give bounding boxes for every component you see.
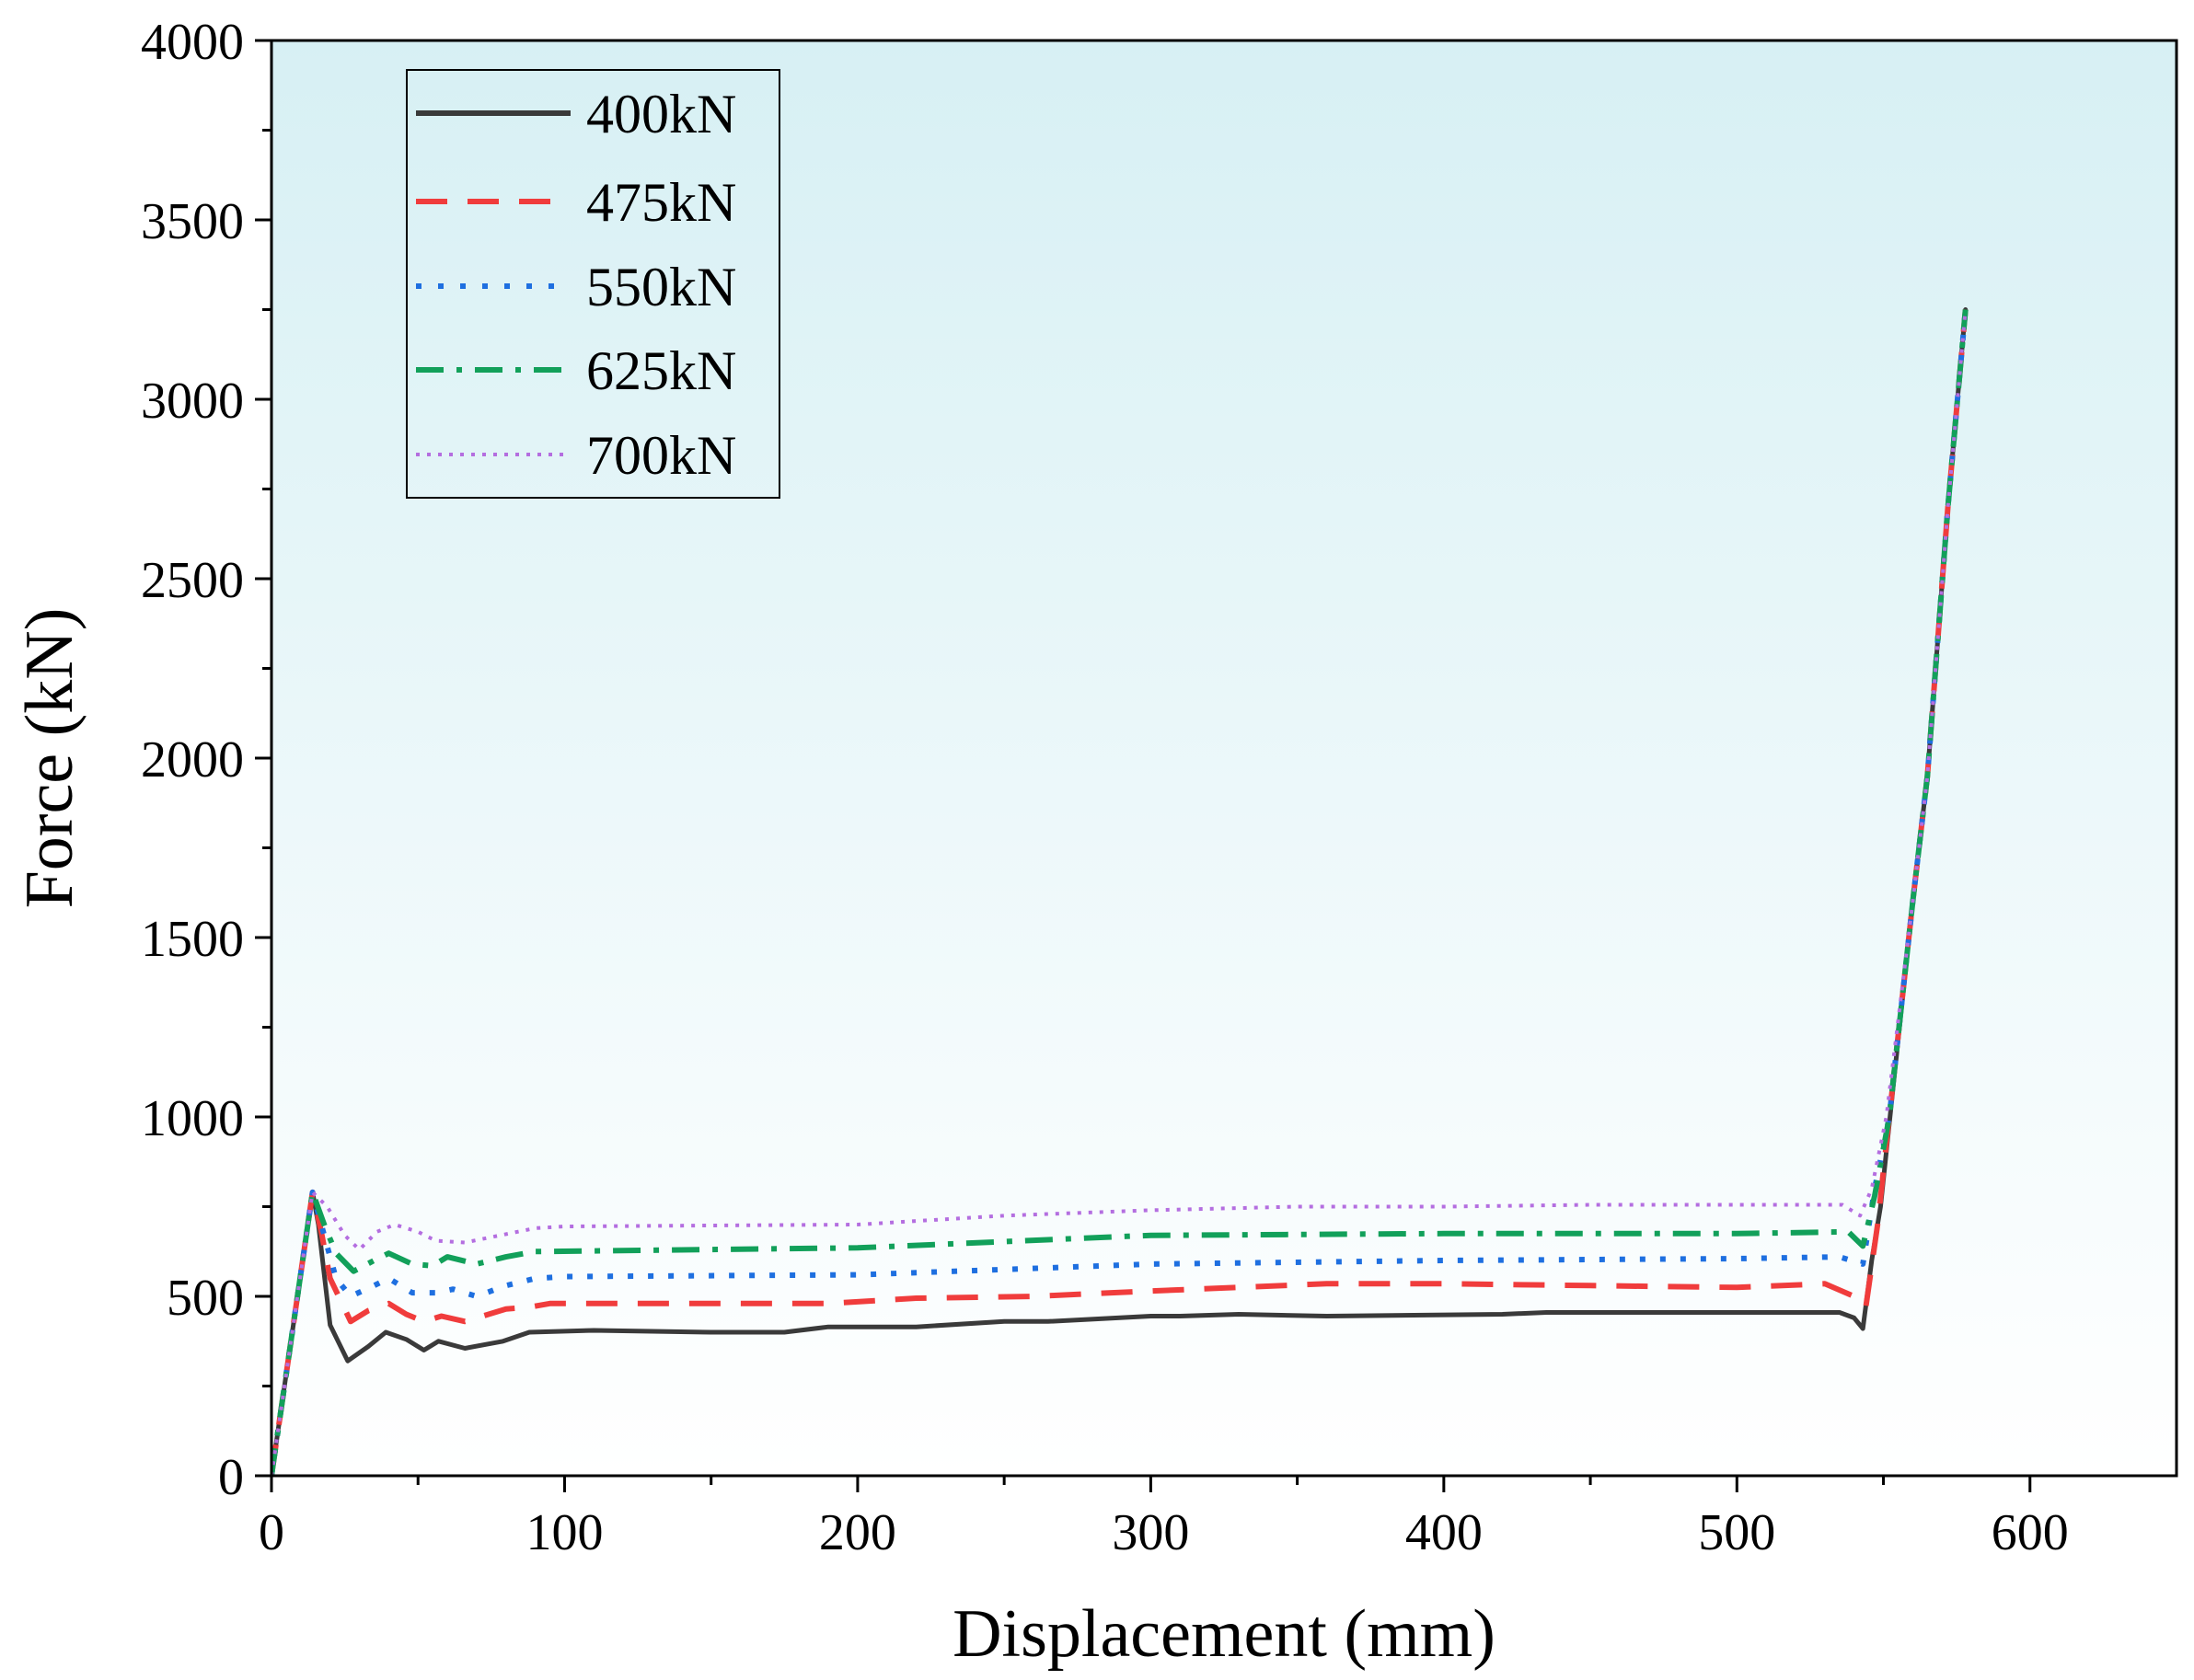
y-tick-label: 3500 [141, 193, 244, 250]
y-tick-label: 500 [167, 1270, 244, 1327]
x-tick-label: 600 [1992, 1504, 2069, 1561]
y-tick-label: 0 [218, 1449, 244, 1506]
legend-box [406, 69, 780, 499]
series-line-700kN [271, 309, 1968, 1476]
legend-label-475kN: 475kN [586, 172, 736, 233]
y-tick-label: 1500 [141, 911, 244, 968]
x-tick-label: 100 [525, 1504, 603, 1561]
y-tick-label: 4000 [141, 14, 244, 71]
y-tick-label: 3000 [141, 373, 244, 430]
series-line-475kN [271, 309, 1969, 1476]
x-tick-label: 200 [819, 1504, 896, 1561]
x-tick-label: 500 [1698, 1504, 1775, 1561]
legend-label-550kN: 550kN [586, 257, 736, 317]
plot-background [271, 40, 2177, 1476]
x-tick-label: 0 [259, 1504, 284, 1561]
y-tick-label: 1000 [141, 1090, 244, 1147]
legend-label-400kN: 400kN [586, 84, 736, 144]
legend-label-700kN: 700kN [586, 425, 736, 486]
legend: 400kN 475kN 550kN 625kN 700kN [406, 69, 780, 499]
series-line-625kN [271, 309, 1969, 1476]
series-layer [271, 307, 1969, 1476]
x-axis-title: Displacement (mm) [953, 1596, 1495, 1672]
ticks-layer: 0 100 200 300 400 500 600 0 500 1000 1500 2000 2500 3… [141, 14, 2069, 1561]
y-axis-title: Force (kN) [12, 608, 87, 909]
y-tick-label: 2000 [141, 731, 244, 788]
series-line-400kN [271, 307, 1969, 1476]
x-tick-label: 300 [1112, 1504, 1189, 1561]
y-tick-label: 2500 [141, 552, 244, 609]
x-tick-label: 400 [1405, 1504, 1483, 1561]
legend-label-625kN: 625kN [586, 340, 736, 401]
